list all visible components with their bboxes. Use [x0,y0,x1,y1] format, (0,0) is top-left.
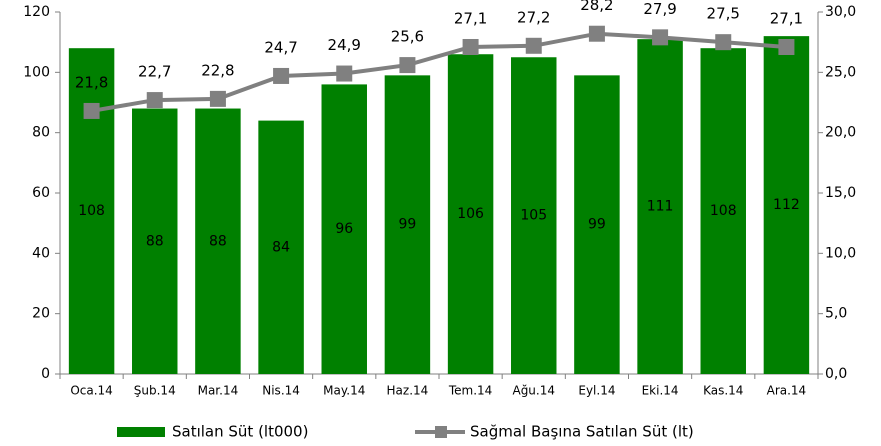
bar [321,84,367,375]
line-data-label: 27,9 [643,0,676,18]
bar-data-label: 105 [520,208,547,224]
line-data-label: 27,2 [517,8,550,26]
line-marker [273,67,290,84]
line-marker [209,90,226,107]
x-tick-label: Haz.14 [387,384,429,398]
line-marker [778,38,795,55]
line-data-label: 27,1 [770,9,803,27]
bar [763,36,810,375]
bar [68,48,115,374]
line-data-label: 22,7 [138,63,171,81]
y2-tick-label: 25,0 [825,64,856,80]
line-marker [525,37,542,54]
y-tick-label: 20 [32,306,50,322]
y2-tick-label: 0,0 [825,366,847,382]
x-tick-label: Mar.14 [198,384,239,398]
bar [574,75,620,374]
bar-data-label: 99 [399,217,417,233]
x-tick-label: Nis.14 [262,384,300,398]
line [91,31,787,113]
line-data-label: 22,8 [201,61,234,79]
line-data-label: 28,2 [580,0,613,14]
line-data-label: 24,9 [328,36,361,54]
y2-tick-label: 5,0 [825,306,847,322]
y-tick-label: 120 [23,4,50,20]
y-tick-label: 0 [41,366,50,382]
legend-label: Sağmal Başına Satılan Süt (lt) [470,423,694,441]
x-tick-label: Eki.14 [642,384,679,398]
bar-data-label: 84 [272,239,290,255]
line-data-label: 21,8 [75,73,108,91]
bar-data-label: 88 [146,233,164,249]
bar-data-label: 106 [457,206,484,222]
legend-swatch [117,427,165,437]
line-marker [336,65,353,82]
bar [447,54,494,374]
line-marker [399,57,416,74]
bar [132,108,178,375]
x-tick-label: May.14 [323,384,365,398]
line-marker [715,34,732,51]
x-tick-label: Ara.14 [767,384,807,398]
bar [637,39,683,375]
bar-data-label: 108 [78,203,105,219]
line-marker [462,38,479,55]
y2-tick-label: 10,0 [825,245,856,261]
y-tick-label: 100 [23,64,50,80]
y2-tick-label: 20,0 [825,125,856,141]
legend-label: Satılan Süt (lt000) [172,423,308,441]
y2-tick-label: 30,0 [825,4,856,20]
y-tick-label: 60 [32,185,50,201]
x-tick-label: Şub.14 [134,384,176,398]
bar [511,57,557,374]
bar [384,75,431,374]
bar [195,108,241,375]
x-tick-label: Kas.14 [703,384,743,398]
bar-data-label: 112 [773,197,800,213]
line-marker [83,102,100,119]
bar-data-label: 88 [209,233,227,249]
bar-data-label: 108 [710,203,737,219]
bar [700,48,746,374]
line-data-label: 27,5 [707,5,740,23]
x-tick-label: Eyl.14 [578,384,615,398]
bar-data-label: 99 [588,217,606,233]
line-data-label: 25,6 [391,28,424,46]
bar [258,120,304,374]
line-marker [146,92,163,109]
line-marker [588,25,605,42]
x-tick-label: Tem.14 [448,384,492,398]
y-tick-label: 80 [32,125,50,141]
y-tick-label: 40 [32,245,50,261]
y2-tick-label: 15,0 [825,185,856,201]
legend-marker [435,426,447,438]
bar-data-label: 96 [335,221,353,237]
x-tick-label: Oca.14 [70,384,112,398]
bar-data-label: 111 [647,199,674,215]
line-marker [652,29,669,46]
x-tick-label: Ağu.14 [512,384,555,398]
line-data-label: 27,1 [454,9,487,27]
line-data-label: 24,7 [264,38,297,56]
